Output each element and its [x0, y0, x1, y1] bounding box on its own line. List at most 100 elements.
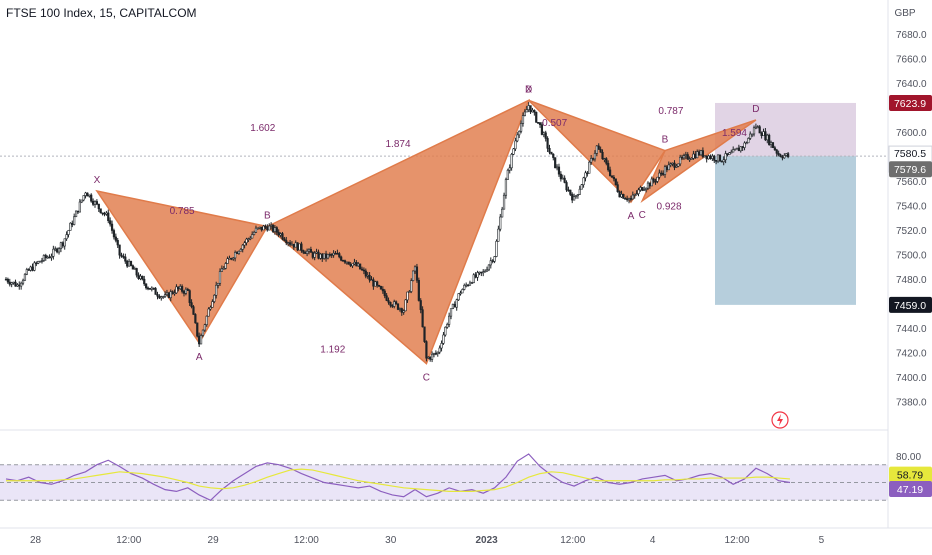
lightning-icon[interactable]: [771, 411, 789, 429]
candle-body: [709, 155, 712, 159]
time-tick-label: 30: [385, 535, 397, 546]
lightning-icon-bolt[interactable]: [777, 414, 783, 426]
candle-body: [766, 134, 769, 141]
candle-body: [184, 288, 188, 294]
candle-body: [162, 296, 165, 298]
candle-body: [226, 258, 229, 264]
candle-body: [696, 151, 699, 159]
price-tick-label: 7560.0: [896, 177, 927, 188]
ratio-label: 0.928: [656, 201, 681, 212]
candle-body: [603, 158, 606, 160]
candle-body: [639, 187, 642, 191]
pattern-point-d: D: [525, 84, 532, 95]
candle-body: [480, 271, 483, 274]
candle-body: [205, 315, 208, 325]
candle-body: [699, 150, 703, 156]
candle-body: [10, 282, 13, 285]
candle-body: [232, 257, 235, 260]
ratio-label: 1.192: [320, 345, 345, 356]
candle-body: [65, 234, 68, 240]
time-tick-label: 12:00: [294, 535, 319, 546]
candle-body: [292, 243, 295, 248]
candle-body: [527, 105, 530, 110]
candle-body: [160, 296, 163, 299]
candle-body: [120, 254, 123, 257]
candle-body: [677, 163, 680, 167]
candle-body: [165, 292, 169, 295]
candle-body: [669, 163, 672, 166]
candle-body: [311, 252, 314, 258]
candle-body: [758, 126, 761, 134]
candle-body: [675, 165, 678, 168]
candle-body: [48, 256, 51, 259]
candle-body: [737, 147, 740, 152]
price-tick-label: 7440.0: [896, 324, 927, 335]
candle-body: [646, 182, 650, 189]
candle-body: [635, 193, 638, 195]
candle-body: [228, 257, 231, 260]
rsi-ma-badge: 47.19: [889, 481, 932, 498]
candle-body: [158, 295, 161, 299]
candle-body: [658, 172, 661, 178]
candle-body: [671, 162, 674, 165]
candle-body: [451, 303, 455, 309]
candle-body: [277, 231, 280, 236]
candle-body: [254, 227, 258, 233]
candle-body: [716, 154, 720, 162]
candle-body: [514, 140, 517, 150]
candle-body: [211, 301, 214, 308]
candle-body: [521, 115, 525, 124]
candle-body: [179, 286, 182, 290]
candle-body: [192, 306, 195, 315]
candle-body: [362, 269, 366, 272]
candle-body: [701, 150, 704, 158]
candle-body: [404, 299, 407, 312]
candle-body: [516, 134, 519, 142]
rsi-line: [5, 453, 791, 502]
pattern-point-x: X: [525, 84, 532, 95]
candle-body: [203, 324, 206, 331]
candle-body: [459, 292, 462, 295]
candle-body: [747, 138, 750, 144]
candle-body: [186, 288, 189, 291]
candle-body: [557, 166, 561, 175]
candle-body: [271, 224, 275, 232]
candle-body: [417, 279, 420, 301]
candle-body: [288, 242, 292, 245]
candle-body: [353, 262, 356, 265]
candle-body: [281, 233, 284, 240]
candle-body: [169, 291, 172, 299]
candle-body: [54, 248, 57, 251]
candle-body: [247, 238, 250, 240]
rsi-tick-label: 80.00: [896, 452, 921, 463]
candle-body: [215, 284, 218, 296]
candle-body: [40, 260, 44, 262]
candle-body: [461, 289, 464, 294]
candle-body: [735, 147, 739, 150]
candle-body: [330, 254, 333, 256]
candle-body: [769, 142, 773, 145]
price-tick-label: 7540.0: [896, 202, 927, 213]
candle-body: [531, 109, 534, 113]
candle-body: [101, 212, 104, 215]
candle-body: [201, 329, 205, 336]
candle-body: [237, 250, 241, 254]
candle-body: [99, 208, 102, 214]
candle-body: [196, 322, 199, 337]
candle-body: [768, 134, 771, 145]
candle-body: [220, 268, 223, 272]
candle-body: [25, 269, 28, 275]
candle-body: [410, 280, 413, 292]
candle-body: [726, 153, 729, 155]
candle-body: [484, 270, 487, 273]
candle-body: [374, 281, 377, 287]
candle-body: [523, 111, 526, 116]
ratio-label: 1.602: [250, 123, 275, 134]
candle-body: [76, 210, 80, 213]
candle-body: [680, 156, 684, 159]
candle-body: [12, 281, 15, 284]
candle-body: [620, 193, 623, 198]
candle-body: [268, 225, 271, 231]
